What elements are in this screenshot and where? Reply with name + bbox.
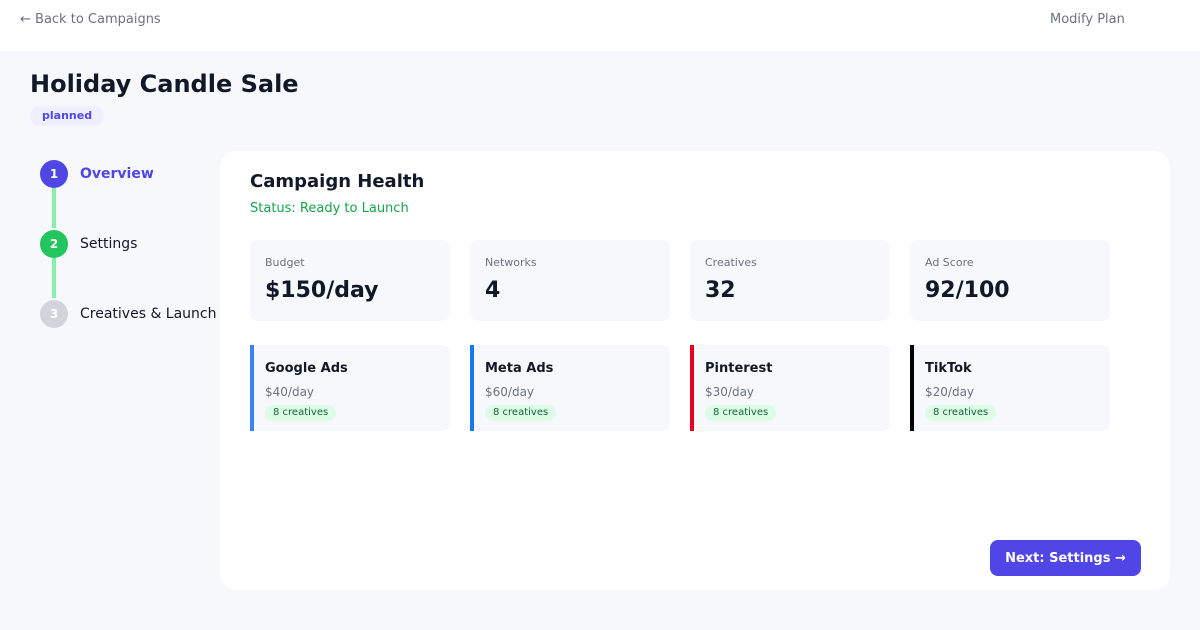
step-connector [52,258,56,298]
creatives-badge: 8 creatives [265,405,337,421]
stat-networks: Networks 4 [470,240,670,321]
campaign-health-card: Campaign Health Status: Ready to Launch … [220,151,1170,590]
step-number-circle: 1 [40,160,68,188]
creatives-badge: 8 creatives [925,405,997,421]
next-settings-button[interactable]: Next: Settings → [990,540,1141,576]
stat-label: Budget [265,256,305,269]
stat-value: $150/day [265,278,379,303]
network-name: Meta Ads [485,361,554,376]
back-to-campaigns-link[interactable]: ← Back to Campaigns [20,12,161,27]
network-name: Google Ads [265,361,348,376]
launch-status: Status: Ready to Launch [250,201,409,216]
top-bar: ← Back to Campaigns Modify Plan [0,0,1200,51]
stat-label: Networks [485,256,537,269]
stat-ad-score: Ad Score 92/100 [910,240,1110,321]
card-title: Campaign Health [250,171,425,192]
creatives-badge: 8 creatives [485,405,557,421]
network-budget: $40/day [265,385,315,399]
network-name: TikTok [925,361,972,376]
network-budget: $30/day [705,385,755,399]
stat-creatives: Creatives 32 [690,240,890,321]
creatives-badge: 8 creatives [705,405,777,421]
stat-value: 92/100 [925,278,1010,303]
stat-label: Creatives [705,256,757,269]
network-card-tiktok[interactable]: TikTok $20/day 8 creatives [910,345,1110,431]
modify-plan-button[interactable]: Modify Plan [1050,12,1125,27]
step-number-circle: 2 [40,230,68,258]
stat-label: Ad Score [925,256,974,269]
page-title: Holiday Candle Sale [30,70,299,98]
step-connector [52,188,56,228]
step-label: Creatives & Launch [80,306,217,322]
stat-value: 4 [485,278,501,303]
step-overview[interactable]: 1 Overview [40,160,154,188]
network-card-meta-ads[interactable]: Meta Ads $60/day 8 creatives [470,345,670,431]
status-badge: planned [30,106,105,126]
step-number-circle: 3 [40,300,68,328]
network-card-pinterest[interactable]: Pinterest $30/day 8 creatives [690,345,890,431]
stat-value: 32 [705,278,736,303]
network-budget: $20/day [925,385,975,399]
network-name: Pinterest [705,361,773,376]
step-label: Settings [80,236,138,252]
network-card-google-ads[interactable]: Google Ads $40/day 8 creatives [250,345,450,431]
step-settings[interactable]: 2 Settings [40,230,137,258]
step-creatives-launch[interactable]: 3 Creatives & Launch [40,300,217,328]
stat-budget: Budget $150/day [250,240,450,321]
step-label: Overview [80,166,154,182]
network-budget: $60/day [485,385,535,399]
